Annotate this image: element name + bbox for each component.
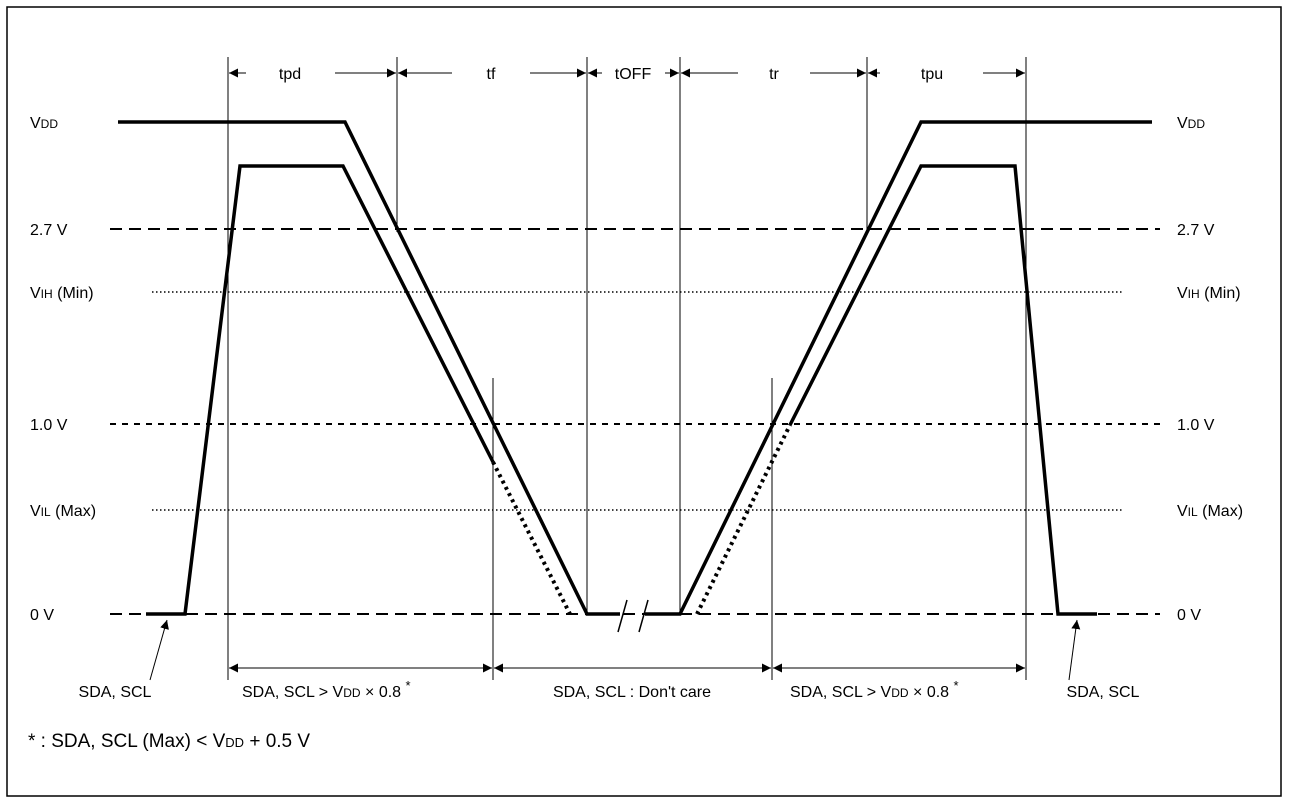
- label-vil-right: VIL (Max): [1177, 503, 1243, 520]
- label-condition-left: SDA, SCL > VDD × 0.8 *: [242, 678, 411, 701]
- label-vdd-left: VDD: [30, 115, 58, 132]
- label-0v-left: 0 V: [30, 607, 54, 624]
- label-tpd: tpd: [279, 66, 301, 83]
- label-tr: tr: [769, 66, 779, 83]
- label-vdd-right: VDD: [1177, 115, 1205, 132]
- vdd-waveform-rise: [645, 120, 1152, 616]
- sda-scl-waveform-left: [146, 164, 495, 616]
- sda-scl-waveform-right: [788, 164, 1097, 616]
- vdd-waveform: [118, 120, 620, 616]
- sda-scl-pointer-left: [149, 619, 169, 681]
- sda-scl-dotted-fall: [491, 461, 572, 615]
- timing-markers: [227, 57, 1027, 680]
- label-tf: tf: [487, 66, 496, 83]
- label-vil-left: VIL (Max): [30, 503, 96, 520]
- label-condition-right: SDA, SCL > VDD × 0.8 *: [790, 678, 959, 701]
- footnote: * : SDA, SCL (Max) < VDD + 0.5 V: [28, 731, 310, 752]
- label-0v-right: 0 V: [1177, 607, 1201, 624]
- label-2p7v-right: 2.7 V: [1177, 222, 1215, 239]
- label-2p7v-left: 2.7 V: [30, 222, 68, 239]
- sda-scl-pointer-right: [1068, 619, 1081, 681]
- label-sda-scl-left: SDA, SCL: [79, 684, 152, 701]
- label-1p0v-right: 1.0 V: [1177, 417, 1215, 434]
- label-toff: tOFF: [615, 66, 652, 83]
- label-1p0v-left: 1.0 V: [30, 417, 68, 434]
- label-vih-right: VIH (Min): [1177, 285, 1241, 302]
- time-break-symbol: [617, 599, 649, 633]
- label-tpu: tpu: [921, 66, 943, 83]
- sda-scl-dotted-rise: [695, 424, 792, 615]
- label-sda-scl-right: SDA, SCL: [1067, 684, 1140, 701]
- diagram-frame: [6, 6, 1282, 797]
- label-dont-care: SDA, SCL : Don't care: [553, 684, 711, 701]
- label-vih-left: VIH (Min): [30, 285, 94, 302]
